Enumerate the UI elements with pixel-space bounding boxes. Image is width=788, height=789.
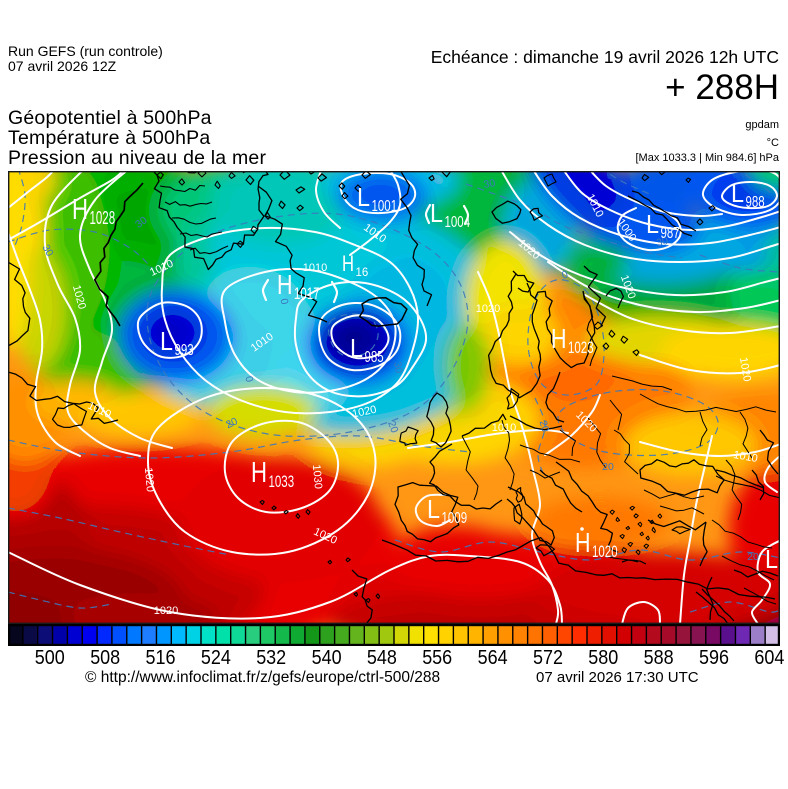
svg-text:0: 0 [242,375,255,384]
svg-text:580: 580 [588,648,618,668]
svg-text:1020: 1020 [737,356,753,382]
svg-text:L: L [350,333,363,363]
svg-text:H: H [551,323,567,354]
svg-text:L: L [160,326,173,356]
svg-text:20: 20 [747,551,759,563]
svg-text:1020: 1020 [142,467,156,492]
svg-text:1020: 1020 [476,303,500,315]
svg-text:988: 988 [746,194,765,211]
svg-text:548: 548 [367,648,397,668]
svg-text:20: 20 [385,419,400,434]
svg-text:1001: 1001 [372,198,398,215]
svg-text:H: H [342,251,354,276]
svg-text:1020: 1020 [351,404,377,421]
svg-text:524: 524 [201,648,231,668]
svg-text:L: L [430,198,443,228]
svg-text:1010: 1010 [732,449,758,465]
svg-text:H: H [575,527,591,558]
svg-text:30: 30 [39,242,55,258]
svg-text:30: 30 [483,177,497,191]
svg-text:516: 516 [146,648,176,668]
svg-text:1030: 1030 [310,464,324,489]
svg-text:0: 0 [560,268,570,281]
svg-text:1033: 1033 [269,472,295,491]
svg-text:30: 30 [655,235,670,250]
svg-text:1020: 1020 [592,543,618,561]
svg-text:20: 20 [537,419,552,434]
svg-text:540: 540 [312,648,342,668]
svg-text:L: L [427,494,440,524]
svg-text:500: 500 [35,648,65,668]
svg-text:1010: 1010 [492,422,516,434]
svg-text:572: 572 [533,648,563,668]
svg-text:987: 987 [661,225,680,242]
svg-text:985: 985 [365,349,384,366]
svg-text:1020: 1020 [154,605,178,617]
svg-text:L: L [357,182,370,212]
svg-text:1017: 1017 [294,285,320,303]
svg-text:1028: 1028 [90,208,116,228]
svg-text:508: 508 [90,648,120,668]
svg-text:L: L [765,544,778,574]
svg-text:1009: 1009 [442,510,468,527]
svg-text:1010: 1010 [303,262,327,274]
svg-text:588: 588 [644,648,674,668]
svg-text:30: 30 [391,361,405,375]
svg-text:H: H [72,194,88,226]
svg-text:L: L [646,209,659,239]
svg-text:596: 596 [699,648,729,668]
svg-text:532: 532 [256,648,286,668]
svg-text:H: H [277,269,293,300]
svg-text:564: 564 [478,648,508,668]
svg-text:1023: 1023 [568,339,594,357]
svg-text:20: 20 [602,461,614,473]
svg-text:H: H [251,457,267,489]
svg-text:1004: 1004 [445,214,471,231]
svg-text:0: 0 [278,298,291,306]
svg-text:20: 20 [224,415,240,431]
svg-text:L: L [731,178,744,208]
svg-text:604: 604 [754,648,784,668]
svg-text:16: 16 [356,265,369,279]
svg-text:993: 993 [175,342,194,359]
svg-text:556: 556 [422,648,452,668]
